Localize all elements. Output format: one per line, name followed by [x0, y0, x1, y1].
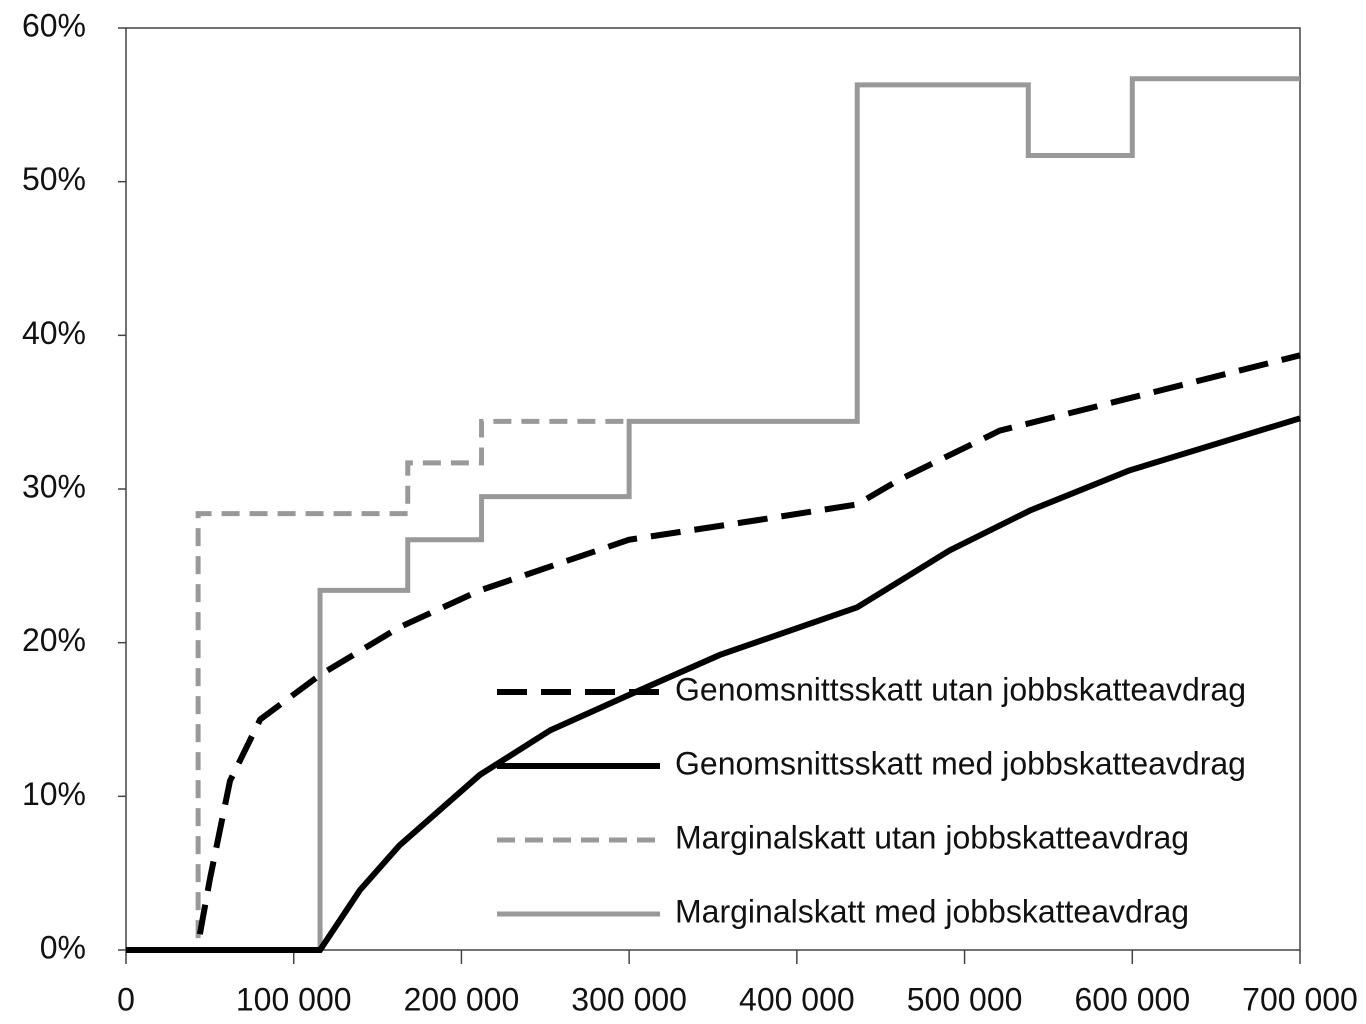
legend-label: Marginalskatt utan jobbskatteavdrag [675, 819, 1189, 855]
plot-frame [125, 27, 1301, 951]
legend-label: Genomsnittsskatt utan jobbskatteavdrag [675, 671, 1246, 707]
legend-label: Marginalskatt med jobbskatteavdrag [675, 893, 1189, 929]
legend-label: Genomsnittsskatt med jobbskatteavdrag [675, 745, 1246, 781]
x-tick-label: 200 000 [404, 981, 520, 1017]
y-tick-label: 0% [40, 929, 86, 965]
x-tick-label: 700 000 [1242, 981, 1358, 1017]
x-tick-label: 600 000 [1074, 981, 1190, 1017]
series-line [126, 352, 1301, 953]
x-tick-label: 300 000 [571, 981, 687, 1017]
x-tick-label: 500 000 [907, 981, 1023, 1017]
y-tick-label: 30% [22, 468, 86, 504]
x-tick-label: 100 000 [236, 981, 352, 1017]
y-tick-label: 40% [22, 315, 86, 351]
series-line [126, 418, 630, 953]
x-tick-label: 0 [117, 981, 135, 1017]
x-tick-label: 400 000 [739, 981, 855, 1017]
y-tick-label: 50% [22, 161, 86, 197]
series-line [126, 76, 1300, 953]
y-tick-label: 10% [22, 776, 86, 812]
y-tick-label: 60% [22, 7, 86, 43]
y-tick-label: 20% [22, 622, 86, 658]
